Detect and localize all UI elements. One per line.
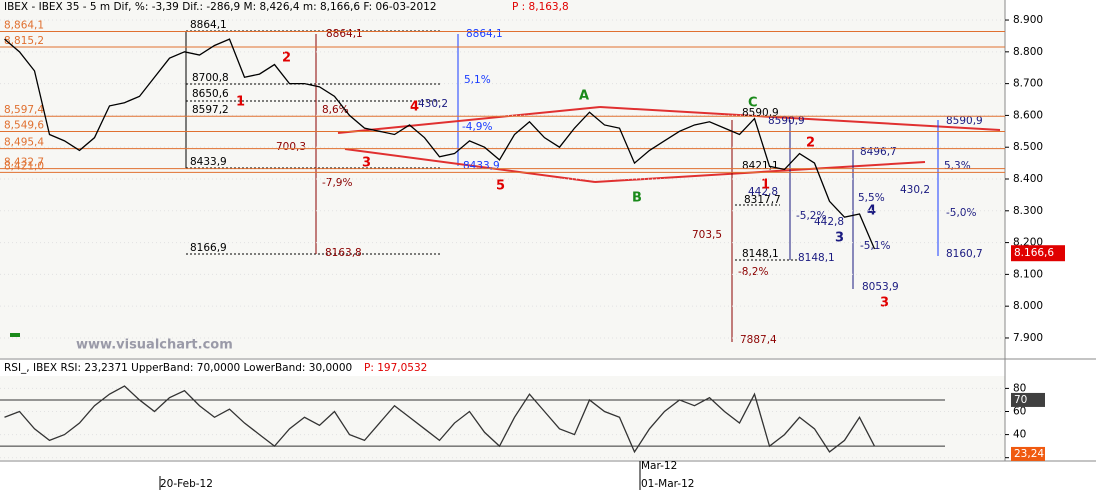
annotation: 3 — [835, 231, 844, 246]
annotation: -5,2% — [796, 210, 826, 222]
y-tick-label: 40 — [1013, 429, 1026, 441]
annotation: 8317,7 — [744, 194, 781, 206]
annotation: A — [579, 89, 589, 104]
annotation: 8590,9 — [946, 115, 983, 127]
annotation: -8,2% — [738, 266, 768, 278]
annotation: 8496,7 — [860, 146, 897, 158]
series-line — [4, 38, 876, 250]
annotation: 442,8 — [814, 216, 844, 228]
annotation: -7,9% — [322, 177, 352, 189]
level-label: 8,549,6 — [4, 119, 44, 131]
price-tag-label: 8.166,6 — [1014, 247, 1054, 259]
annotations: 8864,1 8700,8 8650,6 8597,2 8433,9 8166,… — [76, 19, 983, 490]
level-label: 8,597,4 — [4, 104, 44, 116]
y-tick-label: 8.700 — [1013, 78, 1043, 90]
annotation: 430,2 — [418, 98, 448, 110]
date-label: 20-Feb-12 — [160, 478, 213, 490]
axis-tag — [1011, 446, 1045, 461]
annotation: 4 — [410, 100, 419, 115]
level-label: 8,421,0 — [4, 160, 44, 172]
date-label: Mar-12 — [641, 460, 677, 472]
annotation: 8166,9 — [190, 242, 227, 254]
axis-tag-label: 23,24 — [1014, 448, 1044, 460]
annotation: 8163,8 — [325, 247, 362, 259]
y-tick-label: 8.900 — [1013, 14, 1043, 26]
annotation: B — [632, 191, 642, 206]
y-tick-label: 8.000 — [1013, 300, 1043, 312]
annotation: 5,3% — [944, 160, 971, 172]
annotation: 8650,6 — [192, 88, 229, 100]
y-tick-label: 8.800 — [1013, 46, 1043, 58]
annotation: 8148,1 — [798, 252, 835, 264]
y-tick-label: 8.100 — [1013, 268, 1043, 280]
annotation: 5 — [496, 179, 505, 194]
annotation: C — [748, 96, 758, 111]
annotation: 7887,4 — [740, 334, 777, 346]
rsi-title: RSI_, IBEX RSI: 23,2371 UpperBand: 70,00… — [4, 362, 352, 374]
annotation: 700,3 — [276, 141, 306, 153]
level-label: 8,432,7 — [4, 157, 44, 169]
level-label: 8,815,2 — [4, 35, 44, 47]
annotation: 8433,9 — [463, 160, 500, 172]
annotation: 8597,2 — [192, 104, 229, 116]
price-plot — [0, 0, 1005, 358]
annotation: 5,1% — [464, 74, 491, 86]
date-label: 01-Mar-12 — [641, 478, 694, 490]
axis-tag-label: 70 — [1014, 394, 1027, 406]
annotation: 2 — [282, 51, 291, 66]
annotation: 8160,7 — [946, 248, 983, 260]
annotation: 8433,9 — [190, 156, 227, 168]
annotation: 8864,1 — [326, 28, 363, 40]
series-line — [4, 385, 876, 454]
y-tick-label: 80 — [1013, 382, 1026, 394]
y-tick-label: 8.500 — [1013, 141, 1043, 153]
level-label: 8,864,1 — [4, 19, 44, 31]
y-tick-label: 8.600 — [1013, 109, 1043, 121]
annotation: 8864,1 — [466, 28, 503, 40]
axis-tag — [1011, 392, 1045, 407]
annotation: 8053,9 — [862, 281, 899, 293]
y-tick-label: 60 — [1013, 405, 1026, 417]
annotation: 5,5% — [858, 192, 885, 204]
level-label: 8,495,4 — [4, 137, 44, 149]
annotation: 8148,1 — [742, 248, 779, 260]
price-last: P : 8,163,8 — [512, 1, 569, 13]
annotation: 1 — [761, 178, 770, 193]
annotation: 3 — [362, 156, 371, 171]
annotation: -4,9% — [462, 121, 492, 133]
price-tag — [1011, 245, 1065, 262]
annotation: 8,6% — [322, 104, 349, 116]
y-tick-label: 7.900 — [1013, 332, 1043, 344]
price-title: IBEX - IBEX 35 - 5 m Dif, %: -3,39 Dif.:… — [4, 1, 437, 13]
annotation: 2 — [806, 136, 815, 151]
rsi-plot — [0, 376, 1005, 460]
annotation: 442,8 — [748, 186, 778, 198]
annotation: 430,2 — [900, 184, 930, 196]
annotation: 8700,8 — [192, 72, 229, 84]
y-tick-label: 8.300 — [1013, 205, 1043, 217]
annotation: 1 — [236, 95, 245, 110]
annotation: 3 — [880, 296, 889, 311]
rsi-last: P: 197,0532 — [364, 362, 427, 374]
annotation: -5,1% — [860, 240, 890, 252]
annotation: 703,5 — [692, 229, 722, 241]
annotation: 4 — [867, 204, 876, 219]
y-tick-label: 8.400 — [1013, 173, 1043, 185]
watermark: www.visualchart.com — [76, 338, 233, 353]
annotation: 8864,1 — [190, 19, 227, 31]
annotation: -5,0% — [946, 207, 976, 219]
annotation: 8421,1 — [742, 160, 779, 172]
annotation: 8590,9 — [768, 115, 805, 127]
